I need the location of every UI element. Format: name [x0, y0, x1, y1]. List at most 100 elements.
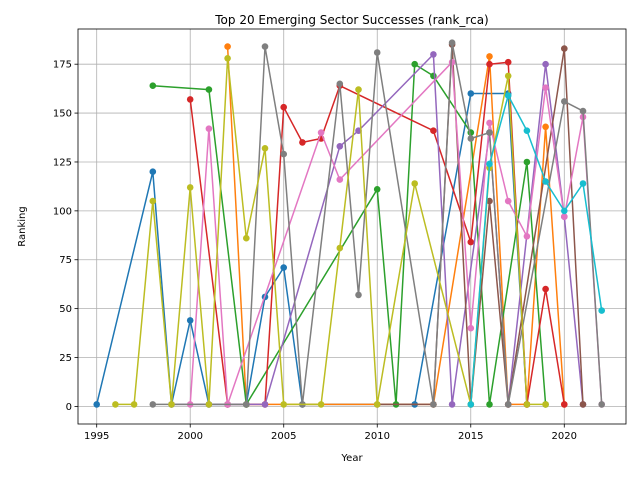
data-point	[448, 58, 456, 66]
data-point	[280, 150, 288, 158]
data-point	[261, 43, 269, 50]
data-point	[542, 123, 549, 131]
data-point	[336, 176, 344, 183]
data-point	[336, 143, 344, 150]
data-point	[130, 401, 138, 408]
data-point	[467, 324, 475, 332]
data-point	[112, 401, 119, 408]
data-point	[430, 127, 437, 134]
data-point	[411, 60, 419, 68]
data-point	[523, 233, 531, 240]
data-point	[149, 197, 157, 205]
data-point	[561, 98, 568, 105]
y-tick-label: 100	[53, 206, 72, 217]
data-point	[467, 401, 475, 408]
series-line	[470, 94, 603, 405]
data-point	[430, 51, 437, 58]
data-point	[486, 129, 493, 136]
data-point	[149, 168, 157, 175]
data-point	[205, 86, 213, 93]
data-point	[448, 39, 456, 46]
data-point	[93, 401, 100, 408]
x-tick-label: 2015	[458, 431, 483, 442]
data-point	[280, 401, 288, 408]
x-tick-label: 2005	[271, 431, 296, 442]
data-point	[261, 145, 269, 152]
data-point	[542, 178, 549, 185]
data-point	[373, 186, 381, 193]
data-point	[149, 401, 157, 408]
data-point	[579, 180, 587, 187]
y-tick-label: 25	[59, 353, 72, 364]
data-point	[186, 96, 194, 103]
data-point	[149, 82, 157, 89]
x-tick-label: 2000	[177, 431, 202, 442]
y-tick-label: 175	[53, 60, 72, 71]
data-point	[243, 401, 250, 408]
data-point	[486, 119, 493, 127]
x-tick-label: 1995	[84, 431, 109, 442]
data-point	[336, 244, 344, 252]
y-tick-label: 0	[66, 402, 72, 413]
data-point	[504, 197, 512, 205]
y-tick-label: 75	[59, 255, 72, 266]
data-point	[373, 401, 381, 408]
data-point	[561, 213, 568, 220]
x-tick-label: 2020	[552, 431, 577, 442]
data-point	[186, 317, 194, 324]
series-8	[149, 39, 605, 408]
y-tick-label: 50	[59, 304, 72, 315]
series-line	[95, 92, 528, 406]
data-point	[299, 139, 306, 146]
data-point	[598, 307, 605, 314]
data-point	[486, 160, 493, 168]
data-point	[224, 43, 231, 50]
data-point	[224, 55, 231, 62]
data-point	[317, 401, 325, 408]
data-point	[523, 127, 531, 134]
data-point	[355, 86, 362, 93]
data-point	[261, 401, 269, 408]
data-point	[280, 103, 288, 111]
y-axis-label: Ranking	[17, 206, 28, 246]
x-axis-label: Year	[340, 453, 363, 464]
data-point	[243, 234, 250, 242]
data-point	[486, 401, 493, 408]
data-point	[486, 53, 493, 60]
data-point	[504, 92, 512, 99]
data-point	[504, 58, 512, 66]
data-point	[205, 401, 213, 408]
series-line	[152, 41, 603, 406]
data-point	[467, 90, 475, 97]
data-point	[542, 401, 549, 408]
data-point	[355, 291, 362, 299]
data-point	[561, 401, 568, 408]
data-point	[561, 207, 568, 215]
data-point	[336, 80, 344, 88]
data-point	[561, 45, 568, 52]
data-point	[523, 401, 531, 408]
series-line	[189, 61, 603, 406]
axis-ticks: 1995 2000 2005 2010 2015 2020 0 25 50 75 100 125 150…	[53, 60, 577, 442]
data-point	[467, 135, 475, 142]
data-point	[579, 401, 587, 408]
data-point	[467, 238, 475, 246]
y-tick-label: 125	[53, 157, 72, 168]
data-point	[373, 49, 381, 56]
data-point	[317, 129, 325, 136]
data-point	[486, 60, 493, 68]
series-10	[467, 92, 605, 408]
plot-frame	[77, 28, 627, 425]
data-point	[504, 401, 512, 408]
data-point	[542, 60, 549, 68]
data-point	[523, 158, 531, 166]
x-tick-label: 2010	[365, 431, 390, 442]
data-point	[542, 285, 549, 293]
data-point	[448, 401, 456, 408]
data-point	[542, 84, 549, 91]
data-point	[280, 264, 288, 271]
data-point	[430, 401, 437, 408]
data-point	[486, 197, 493, 205]
data-point	[205, 125, 213, 132]
